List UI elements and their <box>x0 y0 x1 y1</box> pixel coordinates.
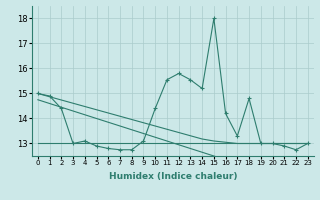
X-axis label: Humidex (Indice chaleur): Humidex (Indice chaleur) <box>108 172 237 181</box>
